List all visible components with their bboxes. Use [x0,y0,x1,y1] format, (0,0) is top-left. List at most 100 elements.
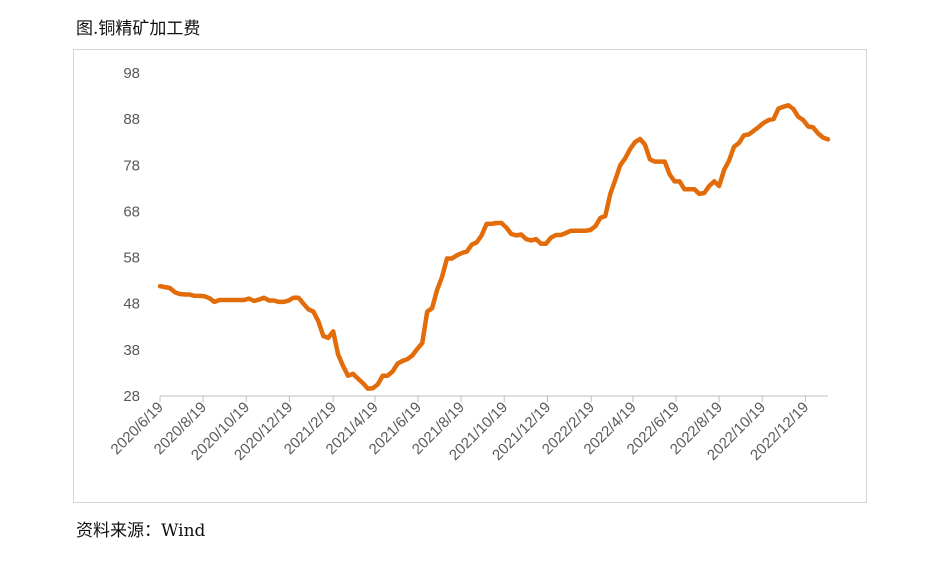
data-point [589,229,592,231]
data-point [159,285,161,287]
data-point [599,217,602,219]
data-point [382,375,384,377]
data-point [486,223,488,225]
data-point [520,233,522,236]
data-point [580,230,582,232]
data-point [396,363,399,365]
data-point [184,293,186,296]
data-point [446,257,448,260]
source-note: 资料来源：Wind [76,521,206,541]
data-point [441,276,443,278]
data-point [312,311,314,313]
data-point [629,148,631,150]
data-point [431,307,433,309]
data-point [679,180,681,182]
x-axis: 2020/6/192020/8/192020/10/192020/12/1920… [108,395,828,464]
data-point [293,297,295,299]
data-point [550,237,552,239]
data-point [352,373,354,375]
data-point [456,254,458,256]
data-point [545,243,547,245]
data-point [471,244,473,246]
data-point [540,243,542,245]
data-point [297,297,300,299]
data-point [421,342,423,344]
data-point [263,297,265,299]
data-point [317,320,319,322]
data-point [372,387,374,389]
data-point [362,382,364,384]
series-line [157,103,831,391]
data-point [748,133,750,135]
data-point [753,130,755,132]
data-point [584,230,587,232]
data-point [387,375,389,377]
data-point [228,299,230,301]
data-point [406,358,408,360]
data-point [179,293,181,295]
data-point [797,116,799,118]
data-point [763,122,765,124]
data-point [693,188,696,190]
data-point [337,353,339,356]
data-point [258,299,260,301]
data-point [416,348,418,350]
data-point [268,299,270,302]
data-point [466,251,468,253]
data-point [728,160,730,162]
data-point [342,365,344,367]
data-point [634,141,636,143]
data-point [644,143,646,146]
data-point [575,230,577,232]
data-point [570,230,572,232]
data-point [738,142,740,144]
data-point [683,188,686,190]
data-point [733,146,735,148]
data-point [827,138,829,140]
data-point [664,161,666,163]
data-point [194,295,196,297]
data-point [758,126,760,128]
data-point [609,193,611,195]
data-point [822,137,824,139]
data-point [659,161,661,163]
data-point [169,287,171,289]
data-point [278,301,280,303]
data-point [495,222,498,224]
data-point [426,311,428,313]
data-point [535,238,537,240]
y-axis: 28 38 48 58 68 78 88 98 [123,65,140,405]
y-tick-label: 88 [123,111,140,128]
data-point [639,138,641,140]
data-point [208,297,211,299]
data-point [777,107,780,110]
data-point [802,119,804,121]
data-point [357,377,359,380]
y-tick-label: 48 [123,296,140,313]
data-point [203,295,206,297]
data-point [500,222,502,224]
y-tick-label: 28 [123,388,140,405]
data-point [347,375,349,377]
data-point [302,303,305,305]
data-point [451,257,453,260]
data-point [476,241,478,243]
data-point [332,330,334,332]
data-point [218,299,220,301]
data-point [481,234,483,236]
data-point [307,308,309,310]
data-point [189,293,191,296]
figure-title: 图.铜精矿加工费 [76,19,201,39]
data-point [698,193,700,195]
data-point [619,164,621,166]
data-point [411,354,413,356]
data-point [787,104,790,106]
data-point [164,286,166,288]
data-point [367,388,369,390]
data-point [674,180,676,182]
data-point [322,335,324,337]
data-point [238,299,240,301]
y-tick-label: 68 [123,203,140,220]
data-point [718,185,720,187]
data-point [525,238,527,240]
